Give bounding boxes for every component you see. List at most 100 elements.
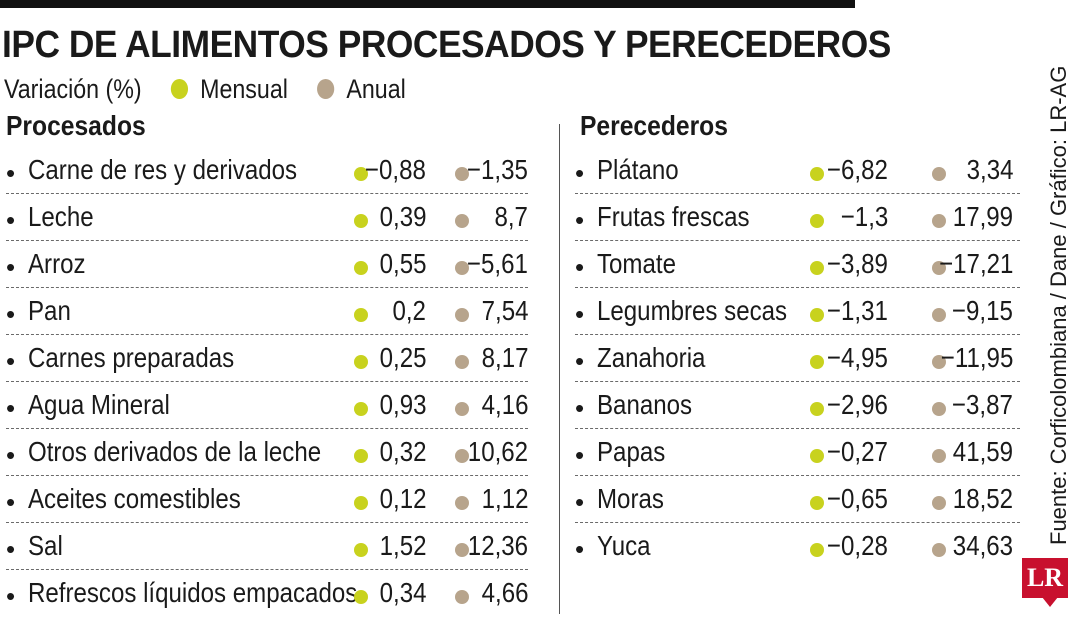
table-row: • Otros derivados de la leche 0,32 10,62 bbox=[6, 429, 528, 476]
mensual-dot bbox=[810, 402, 824, 416]
mensual-value: −0,65 bbox=[827, 483, 888, 514]
lr-logo: LR bbox=[1022, 558, 1068, 598]
bullet-icon: • bbox=[575, 534, 585, 564]
bullet-icon: • bbox=[6, 158, 16, 188]
table-row: • Aceites comestibles 0,12 1,12 bbox=[6, 476, 528, 523]
mensual-dot bbox=[354, 355, 368, 369]
legend-prefix: Variación (%) bbox=[4, 73, 142, 104]
row-label: Otros derivados de la leche bbox=[28, 436, 322, 467]
mensual-value: 0,25 bbox=[379, 342, 426, 373]
mensual-value: 0,55 bbox=[379, 248, 426, 279]
anual-dot bbox=[932, 308, 946, 322]
mensual-value: −1,3 bbox=[840, 201, 888, 232]
anual-value: 17,99 bbox=[952, 201, 1013, 232]
anual-dot bbox=[455, 590, 469, 604]
mensual-value: 0,12 bbox=[379, 483, 426, 514]
table-row: • Plátano −6,82 3,34 bbox=[575, 147, 1020, 194]
anual-value: −11,95 bbox=[940, 342, 1013, 373]
lr-logo-tail bbox=[1042, 597, 1058, 607]
anual-dot bbox=[932, 214, 946, 228]
source-credit: Fuente: Corficolombiana / Dane / Gráfico… bbox=[1046, 65, 1071, 545]
legend-mensual-dot bbox=[170, 79, 189, 99]
mensual-dot bbox=[354, 167, 368, 181]
mensual-value: −3,89 bbox=[827, 248, 888, 279]
row-label: Agua Mineral bbox=[28, 389, 170, 420]
table-row: • Carnes preparadas 0,25 8,17 bbox=[6, 335, 528, 382]
table-row: • Yuca −0,28 34,63 bbox=[575, 523, 1020, 569]
anual-dot bbox=[932, 543, 946, 557]
mensual-dot bbox=[810, 167, 824, 181]
table-procesados: • Carne de res y derivados −0,88 −1,35 • Lech… bbox=[6, 147, 528, 616]
anual-dot bbox=[932, 355, 946, 369]
table-row: • Carne de res y derivados −0,88 −1,35 bbox=[6, 147, 528, 194]
anual-value: 1,12 bbox=[481, 483, 528, 514]
column-divider bbox=[559, 124, 560, 614]
table-row: • Leche 0,39 8,7 bbox=[6, 194, 528, 241]
anual-value: −1,35 bbox=[467, 154, 528, 185]
mensual-dot bbox=[810, 214, 824, 228]
mensual-dot bbox=[354, 402, 368, 416]
mensual-dot bbox=[810, 261, 824, 275]
mensual-dot bbox=[354, 214, 368, 228]
mensual-value: 1,52 bbox=[379, 530, 426, 561]
anual-value: −9,15 bbox=[952, 295, 1013, 326]
anual-dot bbox=[455, 402, 469, 416]
bullet-icon: • bbox=[575, 393, 585, 423]
row-label: Carne de res y derivados bbox=[28, 154, 298, 185]
anual-dot bbox=[932, 261, 946, 275]
anual-value: 3,34 bbox=[966, 154, 1013, 185]
table-perecederos: • Plátano −6,82 3,34 • Frutas frescas −1,3 17,9… bbox=[575, 147, 1020, 569]
bullet-icon: • bbox=[575, 299, 585, 329]
bullet-icon: • bbox=[575, 158, 585, 188]
row-label: Tomate bbox=[597, 248, 676, 279]
mensual-dot bbox=[810, 308, 824, 322]
bullet-icon: • bbox=[6, 440, 16, 470]
section-title-perecederos: Perecederos bbox=[580, 110, 728, 141]
row-label: Sal bbox=[28, 530, 63, 561]
table-row: • Sal 1,52 12,36 bbox=[6, 523, 528, 570]
bullet-icon: • bbox=[6, 534, 16, 564]
mensual-dot bbox=[354, 308, 368, 322]
anual-value: 8,7 bbox=[494, 201, 528, 232]
row-label: Moras bbox=[597, 483, 664, 514]
table-row: • Legumbres secas −1,31 −9,15 bbox=[575, 288, 1020, 335]
mensual-value: 0,34 bbox=[379, 577, 426, 608]
table-row: • Arroz 0,55 −5,61 bbox=[6, 241, 528, 288]
anual-value: 7,54 bbox=[481, 295, 528, 326]
mensual-dot bbox=[354, 496, 368, 510]
chart-title: IPC DE ALIMENTOS PROCESADOS Y PERECEDERO… bbox=[2, 24, 891, 66]
anual-value: 4,16 bbox=[481, 389, 528, 420]
anual-value: −17,21 bbox=[938, 248, 1013, 279]
mensual-value: −0,88 bbox=[365, 154, 426, 185]
row-label: Papas bbox=[597, 436, 666, 467]
mensual-value: 0,93 bbox=[379, 389, 426, 420]
mensual-dot bbox=[810, 449, 824, 463]
mensual-value: 0,32 bbox=[379, 436, 426, 467]
table-row: • Zanahoria −4,95 −11,95 bbox=[575, 335, 1020, 382]
anual-dot bbox=[455, 214, 469, 228]
table-row: • Papas −0,27 41,59 bbox=[575, 429, 1020, 476]
bullet-icon: • bbox=[575, 346, 585, 376]
mensual-dot bbox=[354, 449, 368, 463]
legend-anual-dot bbox=[317, 79, 335, 99]
table-row: • Refrescos líquidos empacados 0,34 4,66 bbox=[6, 570, 528, 616]
row-label: Aceites comestibles bbox=[28, 483, 241, 514]
table-row: • Pan 0,2 7,54 bbox=[6, 288, 528, 335]
table-row: • Moras −0,65 18,52 bbox=[575, 476, 1020, 523]
anual-dot bbox=[455, 496, 469, 510]
row-label: Pan bbox=[28, 295, 71, 326]
bullet-icon: • bbox=[6, 205, 16, 235]
legend-mensual-label: Mensual bbox=[200, 73, 288, 104]
mensual-dot bbox=[354, 261, 368, 275]
anual-dot bbox=[455, 167, 469, 181]
mensual-value: −4,95 bbox=[827, 342, 888, 373]
mensual-dot bbox=[810, 355, 824, 369]
table-row: • Tomate −3,89 −17,21 bbox=[575, 241, 1020, 288]
mensual-dot bbox=[354, 543, 368, 557]
anual-dot bbox=[455, 261, 469, 275]
row-label: Frutas frescas bbox=[597, 201, 750, 232]
row-label: Bananos bbox=[597, 389, 693, 420]
anual-dot bbox=[455, 543, 469, 557]
table-row: • Agua Mineral 0,93 4,16 bbox=[6, 382, 528, 429]
anual-value: 8,17 bbox=[481, 342, 528, 373]
